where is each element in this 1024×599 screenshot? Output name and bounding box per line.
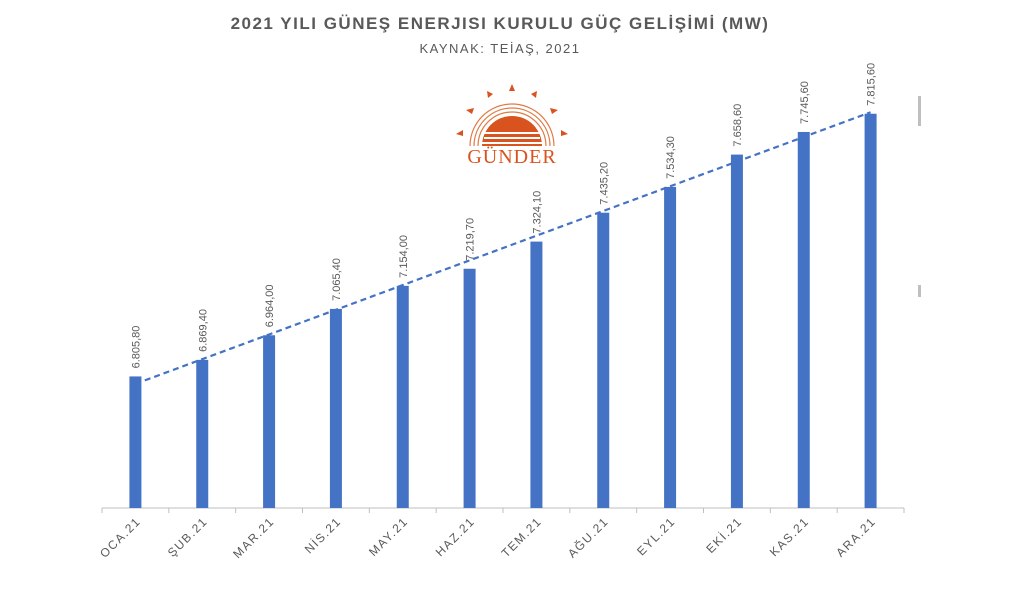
x-tick-label: OCA.21: [97, 514, 143, 560]
bar: [463, 268, 476, 508]
data-label: 7.065,40: [331, 258, 343, 301]
x-tick-label: MAR.21: [230, 514, 277, 561]
x-tick-label: HAZ.21: [433, 514, 478, 559]
x-tick-label: ARA.21: [833, 514, 879, 560]
x-tick-label: TEM.21: [499, 514, 545, 560]
x-tick-label: EYL.21: [634, 514, 678, 558]
bar: [129, 376, 142, 508]
bar: [329, 308, 342, 508]
bar: [864, 113, 877, 508]
x-tick-label: NİS.21: [302, 514, 344, 556]
bar: [196, 359, 209, 508]
data-label: 6.964,00: [264, 284, 276, 327]
gunder-logo: GÜNDER: [452, 84, 572, 174]
data-label: 6.805,80: [130, 326, 142, 369]
bar: [597, 212, 610, 509]
data-label: 7.154,00: [398, 235, 410, 278]
data-label: 7.745,60: [799, 81, 811, 124]
chart-subtitle: KAYNAK: TEİAŞ, 2021: [419, 41, 581, 56]
bar: [797, 131, 810, 509]
trendline: [135, 111, 871, 385]
frame-edge-mark: [918, 285, 921, 297]
bar: [664, 186, 677, 508]
data-label: 6.869,40: [197, 309, 209, 352]
data-label: 7.534,30: [665, 136, 677, 179]
frame-edge-mark: [918, 96, 921, 126]
bar: [396, 285, 409, 508]
chart-title: 2021 YILI GÜNEŞ ENERJISI KURULU GÜÇ GELİ…: [230, 14, 770, 33]
data-label: 7.658,60: [732, 104, 744, 147]
bar: [730, 154, 743, 508]
bar: [530, 241, 543, 508]
data-label: 7.435,20: [598, 162, 610, 205]
x-tick-label: AĞU.21: [564, 514, 611, 561]
x-tick-label: EKİ.21: [703, 514, 745, 556]
x-tick-label: KAS.21: [767, 514, 812, 559]
logo-text: GÜNDER: [467, 146, 557, 168]
bar: [263, 335, 276, 508]
data-label: 7.815,60: [866, 63, 878, 106]
data-label: 7.324,10: [531, 191, 543, 234]
x-tick-label: ŞUB.21: [165, 514, 211, 560]
data-label: 7.219,70: [465, 218, 477, 261]
x-tick-label: MAY.21: [366, 514, 411, 559]
sun-logo-icon: [456, 84, 568, 147]
